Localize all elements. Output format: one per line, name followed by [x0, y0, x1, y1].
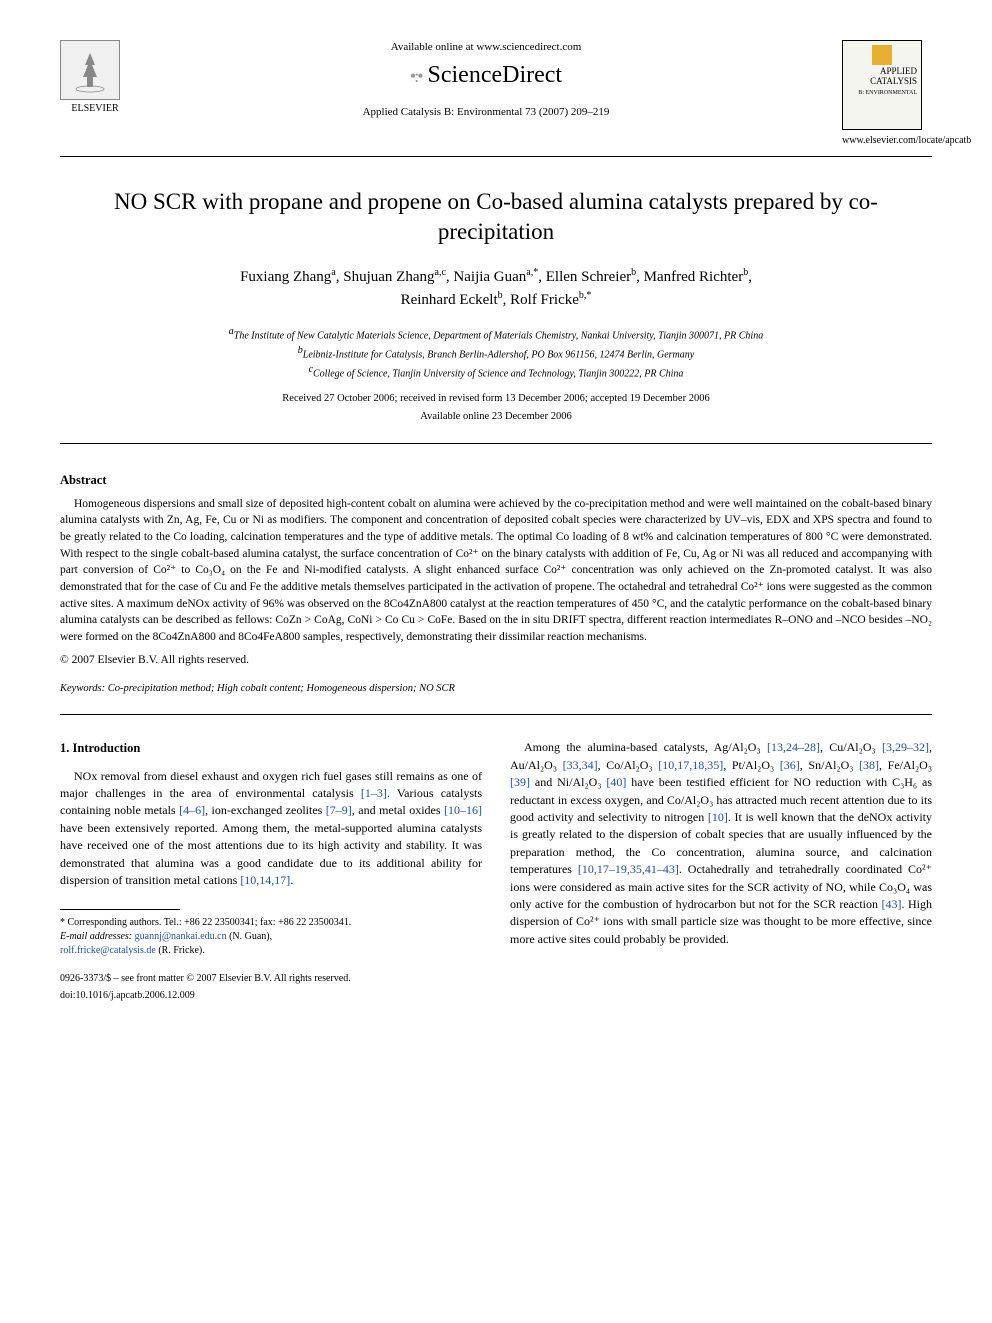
- sd-dots-icon: •:•: [410, 64, 422, 89]
- ref-link[interactable]: [4–6]: [179, 803, 205, 817]
- cover-line1: APPLIED: [880, 66, 917, 76]
- intro-paragraph-1: NOx removal from diesel exhaust and oxyg…: [60, 768, 482, 890]
- abstract-body: Homogeneous dispersions and small size o…: [60, 496, 932, 646]
- ref-link[interactable]: [33,34]: [563, 758, 598, 772]
- keywords-label: Keywords:: [60, 683, 105, 694]
- center-header: Available online at www.sciencedirect.co…: [130, 40, 842, 120]
- keywords-line: Keywords: Co-precipitation method; High …: [60, 682, 932, 697]
- cover-title: APPLIED CATALYSIS B: ENVIRONMENTAL: [847, 67, 917, 97]
- abstract-paragraph: Homogeneous dispersions and small size o…: [60, 496, 932, 646]
- footer-doi: doi:10.1016/j.apcatb.2006.12.009: [60, 989, 482, 1004]
- right-column: Among the alumina-based catalysts, Ag/Al…: [510, 739, 932, 1003]
- affiliation-a: aThe Institute of New Catalytic Material…: [60, 324, 932, 343]
- intro-paragraph-2: Among the alumina-based catalysts, Ag/Al…: [510, 739, 932, 948]
- cover-logo-icon: [872, 45, 892, 65]
- journal-url: www.elsevier.com/locate/apcatb: [842, 134, 932, 148]
- elsevier-logo-block: ELSEVIER: [60, 40, 130, 116]
- abstract-top-rule: [60, 443, 932, 444]
- keywords-text: Co-precipitation method; High cobalt con…: [108, 683, 455, 694]
- abstract-section: Abstract Homogeneous dispersions and sma…: [60, 472, 932, 668]
- journal-reference: Applied Catalysis B: Environmental 73 (2…: [130, 105, 842, 120]
- ref-link[interactable]: [1–3]: [361, 786, 387, 800]
- date-available: Available online 23 December 2006: [60, 410, 932, 425]
- footer-copyright: 0926-3373/$ – see front matter © 2007 El…: [60, 972, 482, 987]
- author: Shujuan Zhanga,c: [343, 269, 446, 285]
- affiliation-c: cCollege of Science, Tianjin University …: [60, 362, 932, 381]
- affiliation-b: bLeibniz-Institute for Catalysis, Branch…: [60, 343, 932, 362]
- header-rule: [60, 156, 932, 157]
- author: Manfred Richterb: [644, 269, 749, 285]
- affiliations-block: aThe Institute of New Catalytic Material…: [60, 324, 932, 382]
- author: Naijia Guana,*: [453, 269, 538, 285]
- footnote-separator: [60, 909, 180, 910]
- author: Reinhard Eckeltb: [401, 292, 503, 308]
- email-line: E-mail addresses: guannj@nankai.edu.cn (…: [60, 930, 482, 944]
- elsevier-tree-icon: [60, 40, 120, 100]
- email-link[interactable]: guannj@nankai.edu.cn: [135, 931, 227, 942]
- sciencedirect-logo: •:• ScienceDirect: [410, 59, 562, 93]
- abstract-copyright: © 2007 Elsevier B.V. All rights reserved…: [60, 652, 932, 668]
- author: Fuxiang Zhanga: [240, 269, 336, 285]
- ref-link[interactable]: [7–9]: [326, 803, 352, 817]
- email-link[interactable]: rolf.fricke@catalysis.de: [60, 945, 156, 956]
- ref-link[interactable]: [10,14,17]: [240, 873, 290, 887]
- ref-link[interactable]: [40]: [606, 775, 626, 789]
- footer-block: 0926-3373/$ – see front matter © 2007 El…: [60, 972, 482, 1003]
- journal-cover-block: APPLIED CATALYSIS B: ENVIRONMENTAL www.e…: [842, 40, 932, 148]
- page-container: ELSEVIER Available online at www.science…: [0, 0, 992, 1043]
- elsevier-label: ELSEVIER: [60, 102, 130, 116]
- ref-link[interactable]: [36]: [780, 758, 800, 772]
- cover-thumbnail: APPLIED CATALYSIS B: ENVIRONMENTAL: [842, 40, 922, 130]
- ref-link[interactable]: [10,17–19,35,41–43]: [578, 862, 679, 876]
- author: Ellen Schreierb: [546, 269, 636, 285]
- ref-link[interactable]: [38]: [859, 758, 879, 772]
- ref-link[interactable]: [10,17,18,35]: [658, 758, 723, 772]
- footnotes-block: * Corresponding authors. Tel.: +86 22 23…: [60, 916, 482, 958]
- available-online-text: Available online at www.sciencedirect.co…: [130, 40, 842, 55]
- sd-brand-text: ScienceDirect: [428, 59, 563, 93]
- ref-link[interactable]: [13,24–28]: [767, 740, 820, 754]
- date-received: Received 27 October 2006; received in re…: [60, 392, 932, 407]
- cover-line2: CATALYSIS: [870, 76, 917, 86]
- email-line-2: rolf.fricke@catalysis.de (R. Fricke).: [60, 944, 482, 958]
- cover-line3: B: ENVIRONMENTAL: [858, 90, 917, 96]
- keywords-rule: [60, 714, 932, 715]
- email-label: E-mail addresses:: [60, 931, 132, 942]
- body-columns: 1. Introduction NOx removal from diesel …: [60, 739, 932, 1003]
- ref-link[interactable]: [39]: [510, 775, 530, 789]
- authors-line: Fuxiang Zhanga, Shujuan Zhanga,c, Naijia…: [60, 265, 932, 312]
- tree-icon: [65, 45, 115, 95]
- article-title: NO SCR with propane and propene on Co-ba…: [100, 187, 892, 247]
- ref-link[interactable]: [3,29–32]: [882, 740, 929, 754]
- abstract-heading: Abstract: [60, 472, 932, 490]
- ref-link[interactable]: [10–16]: [444, 803, 482, 817]
- header-row: ELSEVIER Available online at www.science…: [60, 40, 932, 148]
- corresponding-note: * Corresponding authors. Tel.: +86 22 23…: [60, 916, 482, 930]
- left-column: 1. Introduction NOx removal from diesel …: [60, 739, 482, 1003]
- author: Rolf Frickeb,*: [510, 292, 591, 308]
- ref-link[interactable]: [43]: [882, 897, 902, 911]
- ref-link[interactable]: [10]: [708, 810, 728, 824]
- intro-heading: 1. Introduction: [60, 739, 482, 757]
